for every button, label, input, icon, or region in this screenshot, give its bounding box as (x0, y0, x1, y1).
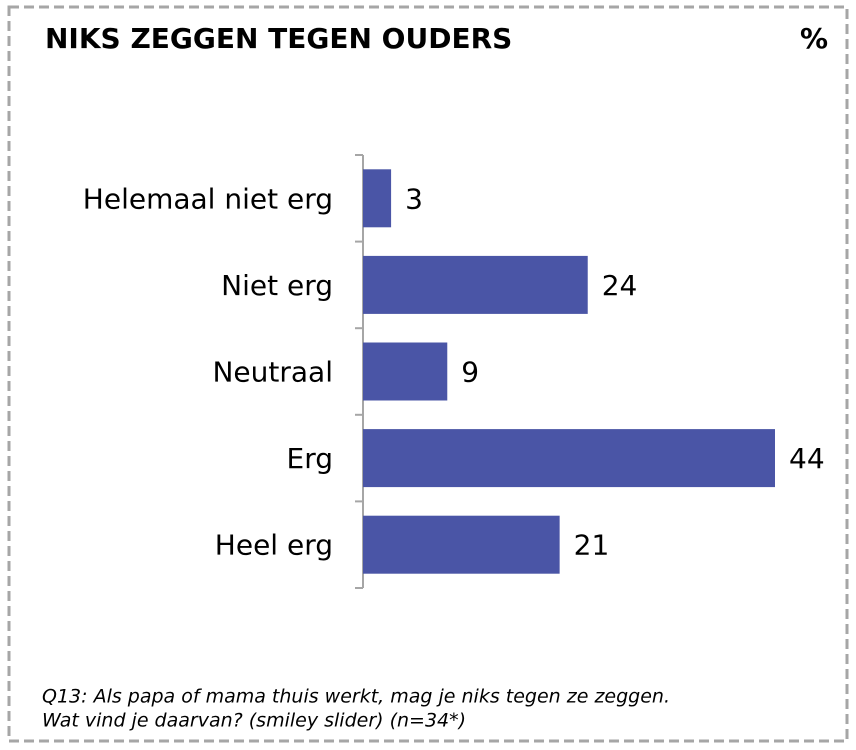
note-line: Wat vind je daarvan? (smiley slider) (n=… (42, 710, 466, 732)
category-label: Helemaal niet erg (83, 182, 333, 215)
note-line: Q13: Als papa of mama thuis werkt, mag j… (42, 686, 670, 708)
unit-label: % (800, 22, 828, 55)
bar (363, 515, 560, 574)
bar (363, 342, 448, 401)
bar (363, 169, 392, 228)
value-label: 3 (405, 182, 423, 215)
category-label: Neutraal (212, 356, 333, 389)
category-label: Niet erg (221, 269, 333, 302)
bar (363, 255, 588, 314)
value-label: 21 (574, 529, 610, 562)
chart-title: NIKS ZEGGEN TEGEN OUDERS (45, 22, 512, 55)
category-label: Heel erg (215, 529, 333, 562)
category-label: Erg (287, 442, 333, 475)
value-label: 24 (602, 269, 638, 302)
bar (363, 429, 775, 488)
value-label: 44 (789, 442, 825, 475)
value-label: 9 (461, 356, 479, 389)
